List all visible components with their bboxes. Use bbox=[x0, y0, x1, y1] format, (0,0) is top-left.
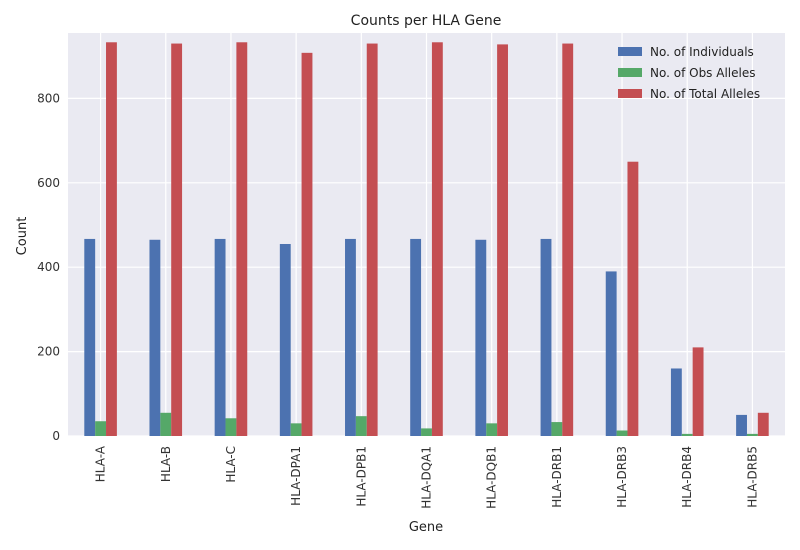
bar-no-of-obs-alleles-hla-b bbox=[160, 412, 172, 436]
legend-swatch bbox=[618, 47, 642, 56]
bar-no-of-obs-alleles-hla-drb1 bbox=[551, 422, 563, 436]
legend-label: No. of Total Alleles bbox=[650, 87, 760, 101]
x-tick-label: HLA-DQA1 bbox=[420, 446, 434, 509]
x-tick-label: HLA-B bbox=[159, 446, 173, 482]
x-tick-label: HLA-DRB4 bbox=[680, 446, 694, 508]
bar-no-of-total-alleles-hla-dpb1 bbox=[366, 43, 378, 436]
bar-no-of-individuals-hla-drb3 bbox=[605, 271, 617, 436]
bar-no-of-total-alleles-hla-drb3 bbox=[627, 161, 639, 437]
bar-no-of-obs-alleles-hla-c bbox=[225, 418, 237, 436]
legend-label: No. of Individuals bbox=[650, 45, 754, 59]
x-tick-label: HLA-DRB5 bbox=[745, 446, 759, 508]
grid-lines bbox=[68, 33, 785, 437]
x-tick-label: HLA-DPA1 bbox=[289, 446, 303, 506]
bar-no-of-individuals-hla-dqa1 bbox=[410, 238, 422, 436]
bar-no-of-obs-alleles-hla-drb3 bbox=[616, 430, 628, 436]
bar-no-of-obs-alleles-hla-dqb1 bbox=[486, 423, 498, 436]
x-tick-label: HLA-DRB1 bbox=[550, 446, 564, 508]
legend-swatch bbox=[618, 68, 642, 77]
bar-no-of-individuals-hla-c bbox=[214, 238, 226, 436]
y-tick-label: 600 bbox=[37, 176, 60, 190]
bar-no-of-total-alleles-hla-dpa1 bbox=[301, 52, 313, 437]
bar-no-of-obs-alleles-hla-dqa1 bbox=[421, 428, 432, 436]
bar-no-of-total-alleles-hla-drb1 bbox=[562, 43, 574, 436]
x-tick-label: HLA-C bbox=[224, 446, 238, 483]
y-tick-label: 200 bbox=[37, 345, 60, 359]
bar-no-of-total-alleles-hla-b bbox=[171, 43, 183, 436]
bar-no-of-individuals-hla-a bbox=[84, 238, 96, 436]
bar-no-of-total-alleles-hla-drb5 bbox=[757, 412, 769, 436]
y-tick-label: 400 bbox=[37, 260, 60, 274]
bar-no-of-obs-alleles-hla-dpa1 bbox=[290, 423, 302, 436]
bar-no-of-obs-alleles-hla-dpb1 bbox=[355, 416, 367, 436]
legend-swatch bbox=[618, 89, 642, 98]
x-axis-title: Gene bbox=[409, 520, 443, 535]
x-tick-label: HLA-DPB1 bbox=[354, 446, 368, 507]
bar-no-of-obs-alleles-hla-a bbox=[95, 421, 107, 436]
y-axis-title: Count bbox=[15, 217, 30, 256]
bar-no-of-individuals-hla-drb4 bbox=[670, 368, 682, 436]
legend-label: No. of Obs Alleles bbox=[650, 66, 755, 80]
x-tick-label: HLA-A bbox=[94, 445, 108, 482]
bar-no-of-total-alleles-hla-a bbox=[106, 42, 117, 437]
bars bbox=[84, 42, 769, 437]
legend: No. of Individuals No. of Obs Alleles No. … bbox=[618, 45, 760, 101]
bar-no-of-obs-alleles-hla-drb4 bbox=[681, 433, 693, 436]
x-axis-ticks: HLA-A HLA-B HLA-C HLA-DPA1 HLA-DPB1 HLA-DQA1 H… bbox=[94, 445, 760, 509]
bar-no-of-individuals-hla-dpa1 bbox=[279, 243, 291, 436]
bar-no-of-obs-alleles-hla-drb5 bbox=[746, 433, 758, 436]
chart-title: Counts per HLA Gene bbox=[351, 13, 502, 29]
y-tick-label: 800 bbox=[37, 91, 60, 105]
bar-no-of-individuals-hla-drb1 bbox=[540, 238, 552, 436]
bar-no-of-individuals-hla-dqb1 bbox=[475, 239, 487, 436]
bar-no-of-total-alleles-hla-dqb1 bbox=[497, 44, 508, 437]
bar-no-of-individuals-hla-dpb1 bbox=[345, 238, 356, 436]
bar-no-of-total-alleles-hla-dqa1 bbox=[431, 42, 443, 437]
bar-no-of-total-alleles-hla-c bbox=[236, 42, 248, 437]
bar-no-of-total-alleles-hla-drb4 bbox=[692, 347, 704, 436]
bar-no-of-individuals-hla-drb5 bbox=[736, 414, 747, 436]
y-tick-label: 0 bbox=[52, 429, 60, 443]
x-tick-label: HLA-DQB1 bbox=[485, 446, 499, 509]
bar-no-of-individuals-hla-b bbox=[149, 239, 161, 436]
x-tick-label: HLA-DRB3 bbox=[615, 446, 629, 508]
y-axis-ticks: 0 200 400 600 800 bbox=[37, 91, 60, 443]
